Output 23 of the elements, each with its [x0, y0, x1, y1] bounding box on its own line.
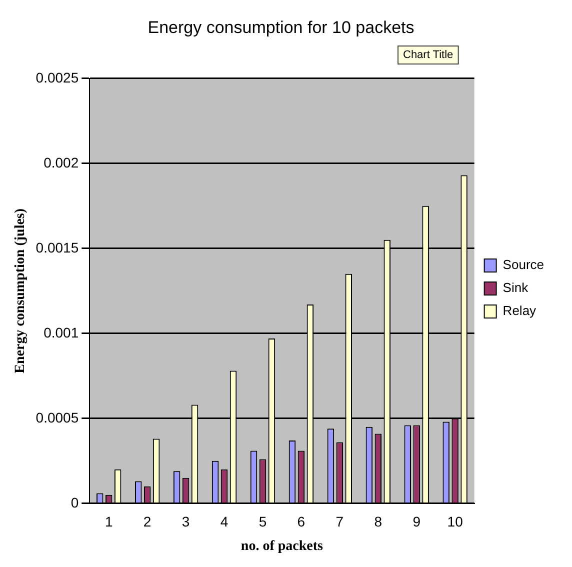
- x-tick-label: 1: [104, 514, 113, 530]
- text: Chart Title: [403, 49, 454, 62]
- x-tick-label: 9: [412, 514, 421, 530]
- x-tick-label: 7: [336, 514, 344, 530]
- x-axis-title: no. of packets: [240, 539, 324, 554]
- x-tick-label: 8: [374, 514, 382, 530]
- y-tick-label: 0.0025: [36, 69, 79, 86]
- x-tick-label: 3: [182, 514, 190, 530]
- y-axis-title: Energy consumption (jules): [13, 208, 28, 374]
- y-tick-label: 0.002: [44, 154, 79, 170]
- x-tick-label: 2: [143, 514, 152, 530]
- x-tick-label: 10: [447, 514, 464, 530]
- x-tick-label: 5: [258, 514, 267, 530]
- x-tick-label: 4: [220, 514, 228, 530]
- legend-label: Source: [502, 257, 544, 272]
- y-tick-label: 0: [70, 494, 79, 510]
- legend-label: Sink: [502, 280, 529, 296]
- chart-title: Energy consumption for 10 packets: [148, 18, 414, 37]
- legend-label: Relay: [502, 303, 537, 318]
- y-tick-label: 0.0005: [36, 409, 79, 426]
- y-tick-label: 0.0015: [36, 239, 79, 256]
- x-tick-label: 6: [297, 514, 306, 530]
- y-tick-label: 0.001: [44, 324, 79, 340]
